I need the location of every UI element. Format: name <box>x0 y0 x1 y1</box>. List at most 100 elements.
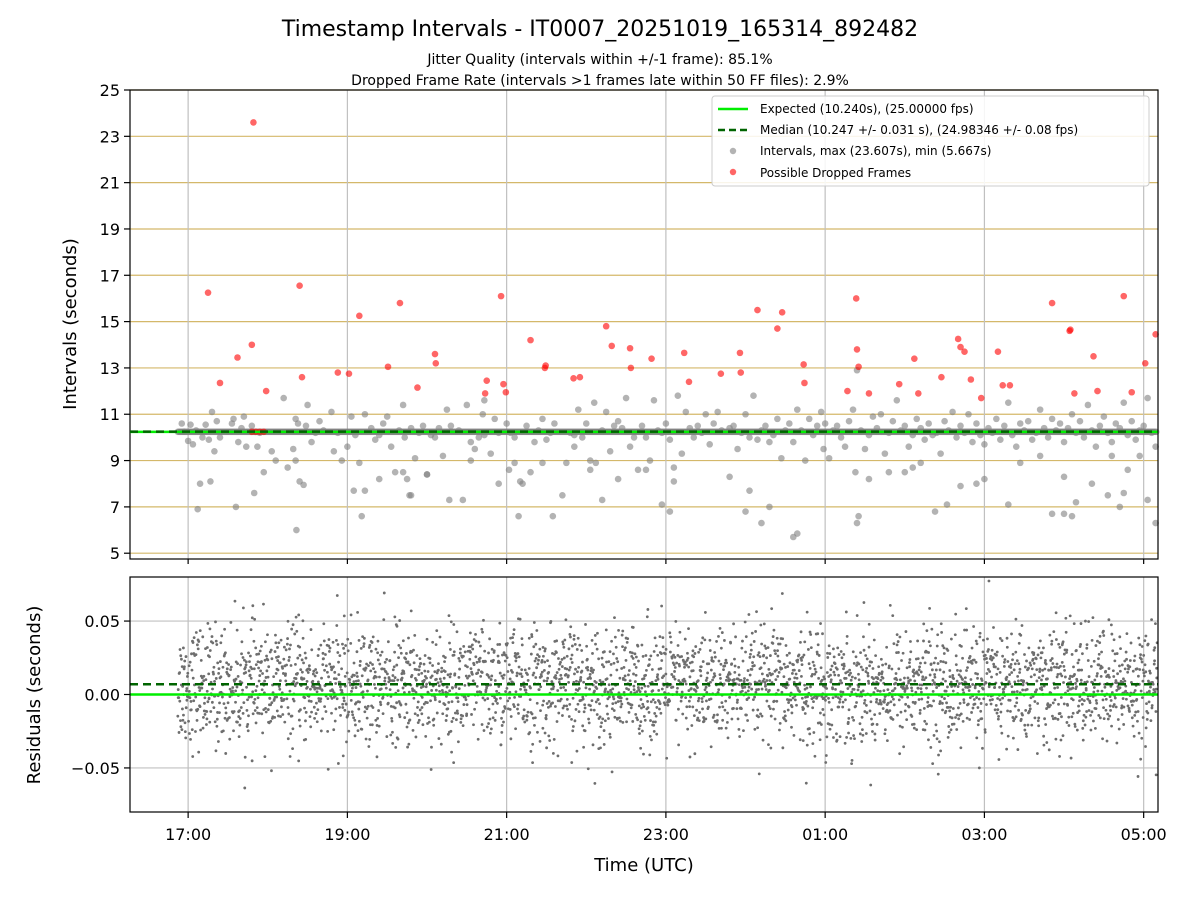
residual-point <box>1002 664 1006 668</box>
residual-point <box>651 720 655 724</box>
residual-point <box>232 729 235 733</box>
residual-point <box>269 648 273 652</box>
dropped-frame-point <box>717 370 725 378</box>
residual-point <box>977 690 981 693</box>
residual-point <box>705 676 709 680</box>
residual-point <box>243 786 247 790</box>
residual-point <box>545 702 549 705</box>
residual-point <box>362 645 366 648</box>
residual-point <box>852 734 856 737</box>
residual-point <box>1141 696 1144 700</box>
residual-point <box>476 737 480 741</box>
residual-point <box>1005 636 1009 640</box>
residual-point <box>930 627 934 631</box>
residual-point <box>606 690 610 694</box>
residual-point <box>629 706 633 710</box>
interval-point <box>399 468 407 476</box>
residual-point <box>649 700 653 704</box>
residual-point <box>538 739 542 743</box>
residual-point <box>855 614 859 617</box>
interval-point <box>670 464 678 471</box>
residual-point <box>568 703 572 706</box>
interval-point <box>949 408 956 416</box>
interval-point <box>375 475 383 483</box>
residual-point <box>319 729 323 733</box>
residual-point <box>919 687 923 691</box>
residual-point <box>313 674 317 678</box>
residual-point <box>491 702 495 706</box>
residual-point <box>179 654 183 658</box>
residual-point <box>879 678 883 682</box>
residual-point <box>872 691 876 694</box>
residual-point <box>737 673 741 677</box>
residual-point <box>873 738 877 742</box>
residual-point <box>237 715 241 718</box>
residual-point <box>311 672 315 676</box>
residual-point <box>1044 662 1048 666</box>
residual-point <box>817 654 821 657</box>
residual-point <box>252 701 256 705</box>
residual-point <box>870 660 873 664</box>
residual-point <box>264 707 267 710</box>
interval-point <box>622 394 630 402</box>
residual-point <box>668 631 672 635</box>
residual-point <box>425 701 429 705</box>
interval-point <box>793 530 801 537</box>
residuals-panel: 0.050.00−0.05 17:00 19:00 21:00 23:00 01:00 0… <box>24 576 1167 876</box>
residual-point <box>478 656 482 660</box>
interval-point <box>543 436 550 444</box>
residual-point <box>1066 703 1070 707</box>
residual-point <box>555 720 559 723</box>
residual-point <box>1023 723 1027 727</box>
residual-point <box>889 700 893 704</box>
residual-point <box>459 647 462 651</box>
interval-point <box>1048 510 1056 518</box>
residual-point <box>1103 685 1107 689</box>
residual-point <box>953 633 957 637</box>
residual-point <box>427 716 430 720</box>
residual-point <box>872 638 876 642</box>
interval-point <box>375 431 383 439</box>
residual-point <box>432 723 436 727</box>
residual-point <box>290 714 294 718</box>
residual-point <box>841 705 845 709</box>
residual-point <box>709 745 713 749</box>
residual-point <box>1051 701 1055 705</box>
residual-point <box>1120 713 1124 716</box>
residual-point <box>278 679 282 683</box>
residual-point <box>951 689 955 693</box>
residual-point <box>644 690 647 694</box>
residual-point <box>275 695 279 699</box>
residual-point <box>1102 634 1106 637</box>
residual-point <box>422 684 425 688</box>
residual-point <box>793 698 797 702</box>
residual-point <box>1054 611 1058 615</box>
interval-point <box>549 512 557 520</box>
residual-point <box>301 619 305 623</box>
residual-point <box>436 681 440 685</box>
residual-point <box>905 684 909 688</box>
residual-point <box>1153 646 1157 650</box>
residual-point <box>920 683 924 687</box>
residual-point <box>975 736 979 740</box>
residual-point <box>849 678 853 682</box>
residual-point <box>578 643 582 647</box>
residual-point <box>497 661 501 664</box>
interval-point <box>1056 420 1064 427</box>
residual-point <box>774 652 777 655</box>
residual-point <box>1080 698 1084 701</box>
residual-point <box>606 712 609 716</box>
interval-point <box>446 496 453 504</box>
residual-point <box>730 688 734 692</box>
residual-point <box>191 755 195 758</box>
residual-point <box>878 689 882 693</box>
residual-point <box>1021 683 1025 687</box>
interval-point <box>686 424 694 432</box>
residual-point <box>334 707 338 711</box>
residual-point <box>822 696 826 700</box>
residual-point <box>304 737 308 741</box>
dropped-frame-point <box>627 364 635 372</box>
residual-point <box>374 675 378 679</box>
residual-point <box>959 669 962 673</box>
residual-point <box>412 661 416 665</box>
